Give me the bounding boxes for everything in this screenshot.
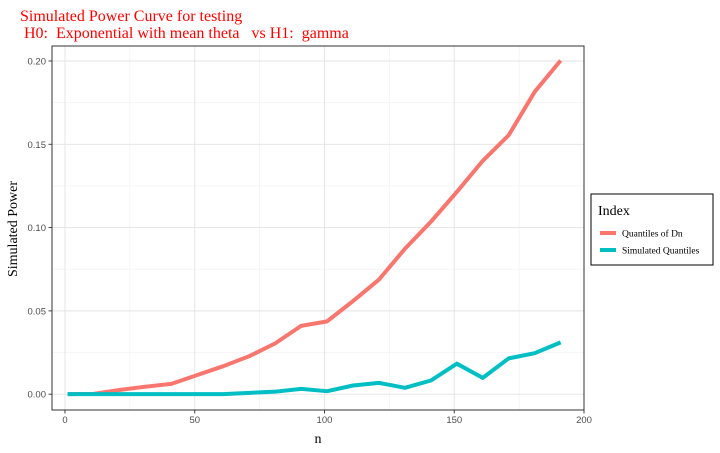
tick-labels: 0 50 100 150 200 0.00 0.05 0.10 0.15 0.20 bbox=[28, 56, 592, 426]
y-tick-label: 0.10 bbox=[28, 223, 47, 234]
chart-subtitle: H0: Exponential with mean theta vs H1: g… bbox=[20, 25, 349, 42]
y-axis-title: Simulated Power bbox=[6, 181, 21, 277]
series-line-quantiles-of-dn bbox=[67, 59, 563, 397]
y-tick-label: 0.00 bbox=[28, 390, 47, 401]
x-axis-title: n bbox=[315, 432, 322, 447]
legend-label-quantiles-of-dn: Quantiles of Dn bbox=[622, 229, 683, 240]
x-tick-label: 0 bbox=[62, 415, 67, 426]
x-tick-label: 50 bbox=[189, 415, 200, 426]
legend-title: Index bbox=[598, 204, 630, 219]
plot-panel-border bbox=[51, 45, 585, 411]
chart-title: Simulated Power Curve for testing bbox=[20, 8, 242, 25]
legend-box bbox=[590, 193, 714, 266]
x-tick-label: 150 bbox=[446, 415, 462, 426]
x-tick-label: 200 bbox=[576, 415, 592, 426]
y-tick-label: 0.20 bbox=[28, 56, 47, 67]
y-tick-label: 0.15 bbox=[28, 140, 47, 151]
legend: Index Quantiles of Dn Simulated Quantile… bbox=[590, 193, 714, 266]
series-line-simulated-quantiles bbox=[67, 340, 562, 397]
series-lines bbox=[67, 59, 563, 397]
y-tick-label: 0.05 bbox=[28, 306, 47, 317]
axis-ticks bbox=[48, 60, 585, 414]
legend-label-simulated-quantiles: Simulated Quantiles bbox=[622, 247, 700, 257]
x-tick-label: 100 bbox=[317, 415, 333, 426]
